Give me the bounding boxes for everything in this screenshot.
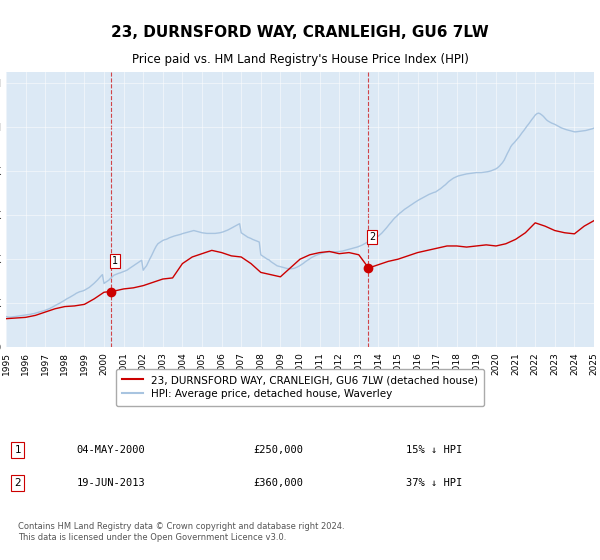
Text: 1: 1 bbox=[14, 445, 21, 455]
Text: 04-MAY-2000: 04-MAY-2000 bbox=[77, 445, 145, 455]
Text: 15% ↓ HPI: 15% ↓ HPI bbox=[406, 445, 462, 455]
Text: 2: 2 bbox=[14, 478, 21, 488]
Legend: 23, DURNSFORD WAY, CRANLEIGH, GU6 7LW (detached house), HPI: Average price, deta: 23, DURNSFORD WAY, CRANLEIGH, GU6 7LW (d… bbox=[116, 368, 484, 405]
Text: 23, DURNSFORD WAY, CRANLEIGH, GU6 7LW: 23, DURNSFORD WAY, CRANLEIGH, GU6 7LW bbox=[111, 25, 489, 40]
Text: Contains HM Land Registry data © Crown copyright and database right 2024.
This d: Contains HM Land Registry data © Crown c… bbox=[18, 522, 344, 542]
Text: £360,000: £360,000 bbox=[253, 478, 303, 488]
Text: Price paid vs. HM Land Registry's House Price Index (HPI): Price paid vs. HM Land Registry's House … bbox=[131, 53, 469, 66]
Text: £250,000: £250,000 bbox=[253, 445, 303, 455]
Text: 19-JUN-2013: 19-JUN-2013 bbox=[77, 478, 145, 488]
Text: 2: 2 bbox=[369, 232, 375, 241]
Text: 1: 1 bbox=[112, 256, 118, 266]
Text: 37% ↓ HPI: 37% ↓ HPI bbox=[406, 478, 462, 488]
